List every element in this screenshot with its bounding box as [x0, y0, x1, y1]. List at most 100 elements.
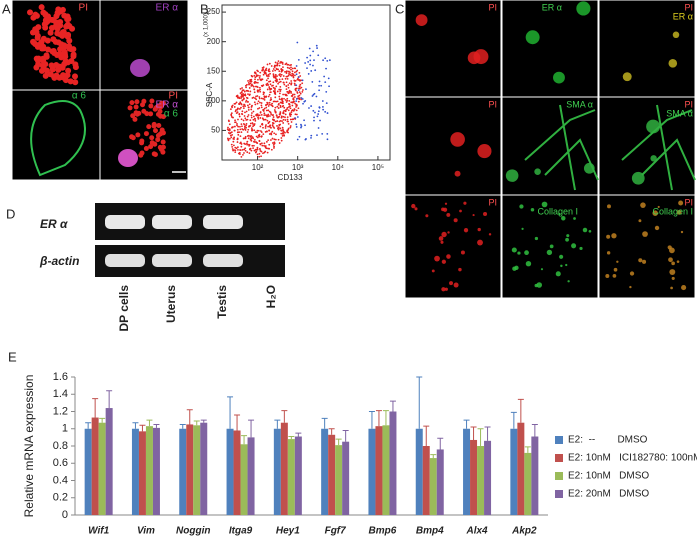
- dot: [282, 81, 285, 84]
- dot: [310, 134, 313, 137]
- micrograph-label: PI: [488, 99, 497, 109]
- dot: [272, 86, 275, 89]
- dot: [245, 89, 248, 92]
- dot: [282, 115, 285, 118]
- dot: [250, 149, 253, 152]
- bar: [375, 426, 383, 515]
- dot: [298, 79, 301, 81]
- dot: [274, 87, 276, 90]
- dot: [241, 87, 243, 89]
- dot: [291, 67, 294, 70]
- dot: [242, 95, 244, 98]
- cell: [546, 249, 553, 256]
- cell: [157, 144, 163, 150]
- bar: [484, 440, 492, 515]
- dot: [298, 97, 301, 99]
- dot: [274, 69, 277, 72]
- dot: [283, 109, 286, 112]
- error-bar: [430, 454, 437, 459]
- cell: [670, 286, 673, 290]
- dot: [273, 147, 275, 149]
- cell: [160, 100, 166, 106]
- dot: [271, 124, 274, 127]
- panel-letter: E: [8, 349, 17, 364]
- dot: [324, 57, 327, 60]
- micrograph-label: SMA α: [566, 99, 593, 109]
- bar: [91, 417, 99, 515]
- dot: [281, 133, 284, 135]
- dot: [248, 103, 251, 106]
- dot: [278, 88, 281, 91]
- dot: [260, 104, 263, 107]
- dot: [276, 80, 279, 82]
- dot: [276, 62, 279, 65]
- dot: [258, 155, 261, 158]
- cell: [467, 51, 481, 65]
- dot: [252, 125, 254, 128]
- dot: [299, 92, 302, 95]
- y-tick-label: 0.4: [53, 474, 68, 486]
- bar: [105, 408, 113, 515]
- dot: [272, 81, 275, 84]
- dot: [288, 103, 291, 106]
- dot: [263, 107, 266, 110]
- bar: [186, 424, 194, 515]
- dot: [268, 120, 271, 123]
- dot: [324, 81, 327, 84]
- cell: [34, 34, 41, 41]
- dot: [298, 85, 301, 88]
- error-bar: [517, 398, 524, 423]
- dot: [279, 127, 281, 130]
- dot: [268, 143, 271, 146]
- dot: [287, 122, 290, 125]
- dot: [280, 98, 283, 101]
- dot: [318, 80, 321, 83]
- dot: [268, 86, 271, 88]
- dot: [282, 130, 285, 132]
- dot: [281, 134, 284, 137]
- dot: [236, 107, 239, 110]
- dot: [276, 100, 279, 103]
- cell: [444, 287, 448, 291]
- dot: [290, 113, 293, 116]
- cell: [143, 145, 149, 151]
- dot: [245, 86, 247, 89]
- dot: [227, 126, 229, 129]
- bar: [524, 452, 532, 515]
- dot: [280, 132, 283, 135]
- dot: [301, 90, 304, 93]
- bar: [138, 431, 146, 515]
- dot: [254, 97, 256, 100]
- cell: [441, 207, 445, 212]
- dot: [305, 138, 307, 140]
- dot: [253, 74, 256, 77]
- dot: [265, 106, 268, 109]
- cell: [143, 131, 149, 137]
- bar: [389, 411, 397, 515]
- dot: [240, 102, 243, 105]
- micrograph: [11, 89, 101, 181]
- micrograph-label: SMA α: [666, 108, 693, 118]
- dot: [231, 133, 234, 136]
- dot: [268, 62, 271, 65]
- bar: [247, 437, 255, 515]
- dot: [297, 100, 300, 103]
- dot: [238, 115, 241, 118]
- dot: [284, 116, 286, 119]
- dot: [261, 69, 264, 71]
- dot: [252, 137, 255, 140]
- error-bar: [281, 410, 288, 423]
- cell: [64, 14, 71, 21]
- error-bar: [416, 376, 423, 429]
- dot: [264, 145, 267, 148]
- dot: [230, 112, 233, 115]
- error-bar: [463, 419, 470, 429]
- dot: [290, 90, 292, 93]
- dot: [278, 95, 281, 98]
- dot: [289, 125, 292, 127]
- dot: [253, 123, 256, 125]
- dot: [240, 93, 243, 96]
- cell: [525, 30, 540, 45]
- dot: [245, 124, 247, 127]
- dot: [258, 147, 261, 150]
